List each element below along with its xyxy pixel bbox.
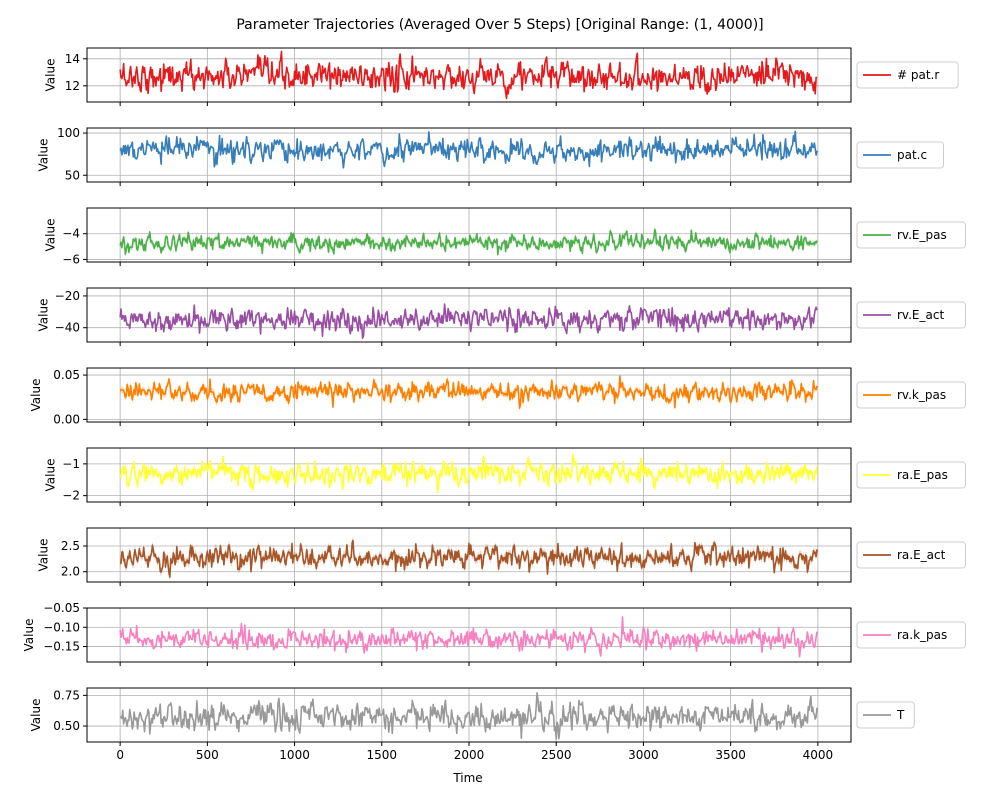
legend: rv.E_act xyxy=(856,301,966,329)
panel-1: 50 100 Value pat.c xyxy=(36,126,944,186)
legend: # pat.r xyxy=(856,61,959,89)
x-tick-label: 4000 xyxy=(803,748,834,762)
y-tick-label: 0.05 xyxy=(53,368,80,382)
panel-8: 0 500 1000 1500 2000 2500 3000 3500 4000 0.50 0.75… xyxy=(29,687,915,762)
series-line xyxy=(119,692,818,740)
y-axis-label: Value xyxy=(44,219,58,252)
x-axis-label: Time xyxy=(452,771,482,785)
y-tick-label: −40 xyxy=(55,321,80,335)
legend-label: ra.E_act xyxy=(897,548,946,562)
series-line xyxy=(119,50,818,100)
legend-box xyxy=(856,61,959,89)
legend-box xyxy=(856,221,966,249)
panel-3: −40 −20 Value rv.E_act xyxy=(36,287,966,346)
panel-2: −6 −4 Value rv.E_pas xyxy=(44,207,966,266)
panels: 12 14 Value # pat.r 50 100 Value pat.c −6 −4 Value… xyxy=(22,47,966,762)
legend-label: rv.k_pas xyxy=(897,388,946,402)
panel-7: −0.15 −0.10 −0.05 Value ra.k_pas xyxy=(22,601,966,666)
y-axis-label: Value xyxy=(36,299,50,332)
y-axis-label: Value xyxy=(44,459,58,492)
panel-5: −2 −1 Value ra.E_pas xyxy=(44,447,966,506)
y-tick-label: −2 xyxy=(62,489,80,503)
chart-title: Parameter Trajectories (Averaged Over 5 … xyxy=(236,17,763,33)
series-line xyxy=(119,453,818,494)
legend: ra.E_pas xyxy=(856,461,966,489)
legend: ra.k_pas xyxy=(856,621,966,649)
legend-box xyxy=(856,461,966,489)
panel-0: 12 14 Value # pat.r xyxy=(44,47,959,106)
y-tick-label: −1 xyxy=(62,457,80,471)
y-tick-label: 14 xyxy=(65,52,80,66)
legend-box xyxy=(856,621,966,649)
legend-label: ra.E_pas xyxy=(897,468,948,482)
x-tick-label: 0 xyxy=(116,748,124,762)
legend-box xyxy=(856,301,966,329)
x-tick-label: 2000 xyxy=(454,748,485,762)
y-tick-label: 0.75 xyxy=(53,688,80,702)
legend: T xyxy=(856,701,915,729)
legend-label: ra.k_pas xyxy=(897,628,947,642)
y-axis-label: Value xyxy=(44,59,58,92)
legend: ra.E_act xyxy=(856,541,966,569)
x-tick-label: 3500 xyxy=(715,748,746,762)
y-axis-label: Value xyxy=(36,539,50,572)
y-tick-label: −0.15 xyxy=(43,640,80,654)
legend-label: rv.E_pas xyxy=(897,228,947,242)
legend-label: pat.c xyxy=(897,148,927,162)
y-tick-label: 100 xyxy=(57,126,80,140)
series-line xyxy=(119,130,818,169)
y-tick-label: −4 xyxy=(62,227,80,241)
y-tick-label: 2.5 xyxy=(61,539,80,553)
y-tick-label: −0.05 xyxy=(43,601,80,615)
x-tick-label: 1000 xyxy=(279,748,310,762)
y-tick-label: 2.0 xyxy=(61,565,80,579)
y-axis-label: Value xyxy=(29,699,43,732)
series-line xyxy=(119,616,818,658)
y-tick-label: 0.00 xyxy=(53,412,80,426)
x-tick-label: 3000 xyxy=(628,748,659,762)
x-tick-label: 500 xyxy=(196,748,219,762)
y-tick-label: 0.50 xyxy=(53,719,80,733)
legend-label: rv.E_act xyxy=(897,308,944,322)
y-axis-label: Value xyxy=(29,379,43,412)
legend-box xyxy=(856,381,966,409)
series-line xyxy=(119,228,818,256)
legend-label: # pat.r xyxy=(897,68,939,82)
series-line xyxy=(119,303,818,339)
y-tick-label: −0.10 xyxy=(43,620,80,634)
panel-6: 2.0 2.5 Value ra.E_act xyxy=(36,527,966,586)
y-axis-label: Value xyxy=(22,619,36,652)
legend-label: T xyxy=(896,708,905,722)
legend: pat.c xyxy=(856,141,944,169)
legend: rv.E_pas xyxy=(856,221,966,249)
y-tick-label: −6 xyxy=(62,252,80,266)
y-axis-label: Value xyxy=(36,139,50,172)
y-tick-label: 50 xyxy=(65,168,80,182)
y-tick-label: 12 xyxy=(65,79,80,93)
panel-4: 0.00 0.05 Value rv.k_pas xyxy=(29,367,966,426)
y-tick-label: −20 xyxy=(55,289,80,303)
series-line xyxy=(119,375,818,410)
x-tick-label: 2500 xyxy=(541,748,572,762)
series-line xyxy=(119,539,818,578)
legend-box xyxy=(856,541,966,569)
legend: rv.k_pas xyxy=(856,381,966,409)
x-tick-label: 1500 xyxy=(367,748,398,762)
legend-box xyxy=(856,141,944,169)
